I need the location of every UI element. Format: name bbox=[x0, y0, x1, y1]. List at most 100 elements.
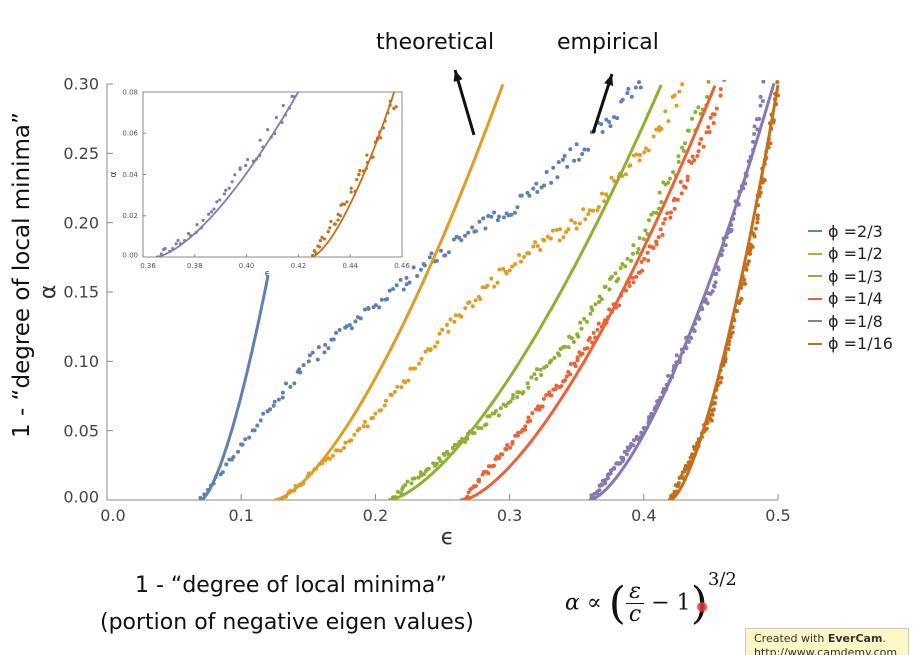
main-data-point-0 bbox=[292, 381, 297, 386]
inset-data-point-1 bbox=[379, 136, 383, 140]
main-data-point-2 bbox=[479, 426, 484, 431]
main-data-point-1 bbox=[467, 300, 472, 305]
main-data-point-3 bbox=[541, 396, 546, 401]
main-data-point-0 bbox=[208, 483, 213, 488]
main-data-point-4 bbox=[591, 495, 596, 500]
main-data-point-1 bbox=[452, 319, 457, 324]
main-data-point-4 bbox=[743, 181, 748, 186]
main-data-point-1 bbox=[561, 235, 566, 240]
main-data-point-2 bbox=[484, 422, 489, 427]
main-data-point-0 bbox=[438, 248, 443, 253]
main-data-point-5 bbox=[719, 375, 724, 380]
inset-theory-curve-0 bbox=[155, 91, 300, 257]
main-data-point-4 bbox=[666, 373, 671, 378]
main-data-point-1 bbox=[507, 268, 512, 273]
main-data-point-2 bbox=[593, 302, 598, 307]
main-data-point-1 bbox=[680, 82, 685, 87]
main-data-point-1 bbox=[446, 329, 451, 334]
legend-label: ϕ =1/4 bbox=[828, 289, 883, 309]
main-data-point-4 bbox=[684, 346, 689, 351]
main-data-point-3 bbox=[695, 154, 700, 159]
main-data-point-0 bbox=[255, 423, 260, 428]
inset-data-point-0 bbox=[222, 192, 226, 196]
main-data-point-3 bbox=[692, 158, 697, 163]
inset-data-point-0 bbox=[163, 246, 167, 251]
main-data-point-0 bbox=[555, 175, 560, 180]
inset-data-point-1 bbox=[328, 226, 332, 230]
inset-y-tick-label: 0.06 bbox=[122, 130, 138, 138]
main-data-point-0 bbox=[224, 462, 229, 467]
main-data-point-0 bbox=[407, 280, 412, 285]
main-data-point-1 bbox=[383, 398, 388, 403]
main-data-point-4 bbox=[723, 243, 728, 248]
main-data-point-1 bbox=[437, 331, 442, 336]
main-data-point-1 bbox=[362, 419, 367, 424]
main-data-point-2 bbox=[538, 367, 543, 372]
main-data-point-5 bbox=[769, 112, 774, 117]
inset-data-point-1 bbox=[388, 103, 392, 107]
main-plot: 0.0 0.1 0.2 0.3 0.4 0.5 0.00 0.05 0.10 0.15 0.20 0.… bbox=[36, 75, 791, 550]
inset-data-point-1 bbox=[320, 235, 324, 239]
main-data-point-5 bbox=[739, 296, 744, 301]
main-data-point-2 bbox=[526, 385, 531, 390]
main-data-point-5 bbox=[760, 166, 765, 171]
main-data-point-1 bbox=[587, 208, 592, 213]
watermark-brand: EverCam bbox=[827, 632, 883, 645]
main-data-point-1 bbox=[659, 126, 664, 131]
caption-line-1: 1 - “degree of local minima” bbox=[135, 573, 447, 598]
main-data-point-4 bbox=[636, 437, 641, 442]
inset-data-point-0 bbox=[176, 238, 180, 243]
inset-data-point-0 bbox=[188, 234, 193, 238]
main-data-point-3 bbox=[675, 197, 680, 202]
main-data-point-0 bbox=[459, 238, 464, 243]
main-data-point-3 bbox=[722, 80, 727, 82]
main-data-point-4 bbox=[731, 216, 736, 221]
main-data-point-1 bbox=[533, 240, 538, 245]
main-data-point-0 bbox=[527, 193, 532, 198]
main-data-point-5 bbox=[710, 412, 715, 417]
main-data-point-4 bbox=[611, 465, 616, 470]
main-data-point-5 bbox=[740, 274, 745, 279]
main-data-point-5 bbox=[714, 387, 719, 392]
main-data-point-3 bbox=[707, 130, 712, 135]
inset-data-point-0 bbox=[199, 226, 203, 230]
main-data-point-3 bbox=[477, 477, 482, 482]
inset-data-point-0 bbox=[261, 145, 265, 149]
main-data-point-5 bbox=[776, 93, 781, 98]
main-data-point-2 bbox=[609, 274, 614, 279]
main-data-point-3 bbox=[619, 293, 624, 298]
main-data-point-2 bbox=[588, 311, 593, 316]
main-data-point-2 bbox=[613, 271, 618, 276]
main-data-point-1 bbox=[470, 304, 475, 309]
main-data-point-2 bbox=[590, 307, 595, 312]
inset-data-point-1 bbox=[345, 200, 349, 204]
main-data-point-1 bbox=[643, 146, 648, 151]
main-data-point-0 bbox=[462, 233, 467, 238]
inset-data-point-0 bbox=[212, 207, 216, 211]
main-data-point-4 bbox=[703, 297, 708, 302]
main-data-point-0 bbox=[322, 350, 327, 355]
main-data-point-0 bbox=[404, 282, 409, 287]
main-data-point-2 bbox=[534, 377, 539, 382]
main-data-point-5 bbox=[705, 420, 710, 425]
main-data-point-0 bbox=[280, 390, 285, 395]
main-data-point-1 bbox=[352, 432, 357, 437]
main-data-point-4 bbox=[603, 481, 608, 486]
main-data-point-3 bbox=[607, 307, 612, 312]
main-data-point-0 bbox=[629, 94, 634, 99]
main-data-point-3 bbox=[654, 242, 659, 247]
evercam-watermark: Created with EverCam. http://www.camdemy… bbox=[745, 628, 909, 655]
main-data-point-5 bbox=[732, 318, 737, 323]
main-data-point-4 bbox=[664, 387, 669, 392]
main-data-point-0 bbox=[298, 370, 303, 375]
main-data-point-1 bbox=[642, 150, 647, 155]
main-data-point-1 bbox=[504, 271, 509, 276]
main-data-point-5 bbox=[758, 185, 763, 190]
inset-data-point-0 bbox=[227, 186, 231, 190]
main-data-point-3 bbox=[596, 321, 601, 326]
main-data-point-1 bbox=[320, 461, 325, 466]
main-data-point-0 bbox=[519, 193, 524, 198]
main-data-point-1 bbox=[654, 127, 659, 132]
formula-exponent: 3/2 bbox=[707, 569, 737, 591]
